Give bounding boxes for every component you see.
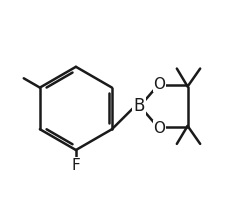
Text: B: B: [134, 97, 145, 115]
Text: O: O: [153, 121, 165, 136]
Text: O: O: [153, 77, 165, 92]
Text: F: F: [72, 158, 80, 173]
